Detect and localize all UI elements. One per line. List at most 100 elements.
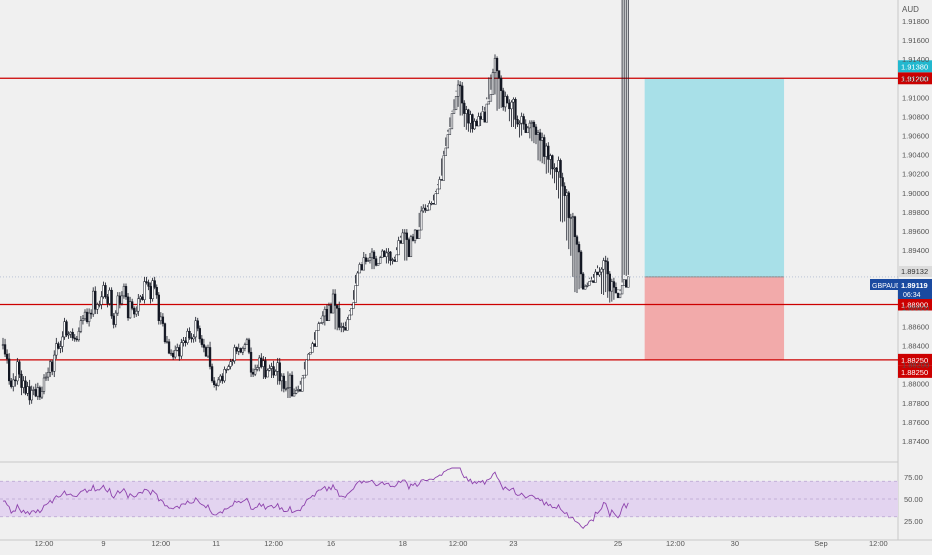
time-tick-label: 25 (614, 539, 622, 548)
price-tick-label: 1.90200 (902, 170, 929, 179)
candle-body (87, 312, 91, 322)
candle-body (215, 384, 218, 386)
candle-body (118, 295, 121, 304)
candle-body (139, 296, 142, 300)
candle-body (85, 311, 89, 322)
candle-body (434, 193, 437, 205)
candle-body (180, 342, 183, 357)
marker-price-tag-bg (898, 266, 932, 277)
candle-body (174, 350, 177, 358)
candle-body (579, 251, 583, 275)
candle-body (196, 320, 199, 329)
candle-body (143, 281, 146, 300)
candle-body (456, 84, 460, 97)
candle-body (592, 280, 595, 283)
candle-body (204, 347, 208, 357)
candle-body (65, 321, 68, 336)
candle-body (319, 322, 322, 324)
candle-body (71, 331, 74, 339)
price-axis[interactable]: AUD 1.912001.889001.882501.913801.882501… (35, 5, 932, 548)
candle-body (108, 289, 111, 304)
candle-body (233, 347, 236, 362)
candle-body (358, 264, 361, 274)
candle-body (608, 273, 611, 292)
price-tick-label: 1.90600 (902, 132, 929, 141)
price-tick-label: 1.88600 (902, 322, 929, 331)
candle-body (186, 330, 189, 343)
price-tick-label: 1.89600 (902, 227, 929, 236)
candle-body (229, 361, 232, 367)
candle-body (590, 280, 593, 282)
candle-body (409, 236, 413, 258)
time-tick-label: 23 (509, 539, 517, 548)
candle-body (348, 314, 351, 321)
candle-body (79, 320, 83, 332)
candle-body (436, 188, 439, 195)
candle-body (541, 137, 544, 141)
candle-body (461, 85, 464, 104)
time-tick-label: 12:00 (264, 539, 283, 548)
candle-body (163, 323, 167, 342)
candle-body (415, 229, 419, 239)
candle-body (346, 319, 349, 331)
candles-layer (1, 0, 630, 405)
candle-body (295, 390, 298, 394)
countdown-tag: 06:34 (903, 292, 921, 299)
candle-body (217, 379, 220, 386)
time-tick-label: 12:00 (449, 539, 468, 548)
candle-body (151, 280, 154, 300)
candle-body (602, 260, 605, 270)
candle-body (379, 257, 382, 264)
candle-body (333, 293, 337, 306)
candle-body (231, 360, 234, 363)
candle-body (618, 293, 622, 299)
candle-body (532, 121, 536, 128)
candle-body (73, 337, 76, 340)
candle-body (432, 203, 435, 205)
candle-body (614, 287, 618, 294)
candle-body (198, 328, 201, 340)
candle-body (547, 145, 550, 160)
candle-body (526, 127, 529, 133)
candle-body (430, 203, 433, 205)
price-tick-label: 1.88800 (902, 303, 929, 312)
candle-body (510, 101, 513, 110)
candle-body (96, 304, 99, 310)
candle-body (20, 373, 23, 388)
candle-body (313, 343, 316, 347)
candle-body (610, 281, 614, 292)
candle-body (247, 339, 251, 353)
candle-body (444, 147, 447, 156)
candle-body (59, 346, 62, 349)
price-tick-label: 1.90800 (902, 112, 929, 121)
candle-body (502, 90, 505, 108)
candle-body (137, 298, 140, 312)
candle-body (28, 386, 31, 401)
candle-body (63, 321, 66, 338)
candle-body (567, 192, 570, 218)
candle-body (18, 361, 21, 375)
candle-body (321, 315, 324, 323)
candle-body (549, 155, 552, 160)
candle-body (301, 377, 304, 392)
candle-body (69, 331, 72, 335)
candle-body (497, 70, 501, 79)
candle-body (360, 264, 363, 271)
candle-body (8, 358, 11, 382)
candle-body (391, 259, 394, 261)
candle-body (182, 340, 185, 343)
candle-body (424, 207, 427, 211)
candle-body (122, 286, 126, 297)
candle-body (258, 357, 261, 368)
candle-body (606, 261, 609, 275)
candle-body (184, 340, 187, 343)
candle-body (286, 387, 290, 389)
candle-body (53, 354, 56, 372)
candle-body (145, 281, 148, 283)
candle-body (57, 343, 60, 349)
level-price-tag-bg (898, 298, 932, 311)
candle-body (104, 285, 107, 298)
candle-body (153, 280, 156, 288)
